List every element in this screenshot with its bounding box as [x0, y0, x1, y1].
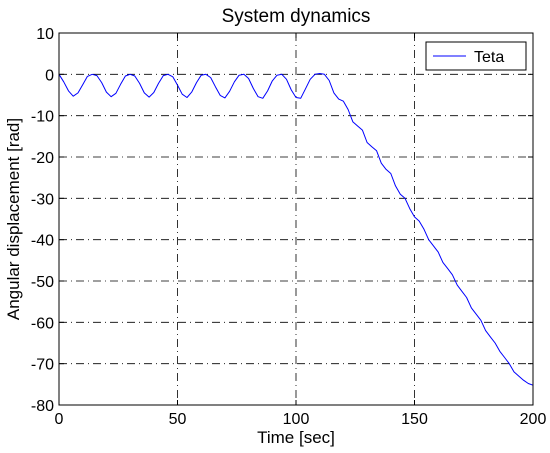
- x-tick-labels: 0 50 100 150 200: [55, 411, 547, 428]
- y-tick-label: -20: [31, 150, 54, 167]
- x-tick-label: 150: [401, 411, 428, 428]
- y-tick-label: -80: [31, 398, 54, 415]
- x-tick-label: 0: [55, 411, 64, 428]
- data-series: [58, 73, 534, 386]
- grid-lines: [59, 33, 533, 405]
- y-tick-label: 0: [45, 67, 54, 84]
- x-tick-label: 50: [169, 411, 187, 428]
- y-axis-title: Angular displacement [rad]: [4, 118, 23, 320]
- axis-ticks: [58, 32, 534, 406]
- y-tick-label: -10: [31, 109, 54, 126]
- y-tick-label: -50: [31, 274, 54, 291]
- chart-title: System dynamics: [222, 6, 371, 27]
- x-axis-title: Time [sec]: [257, 428, 335, 447]
- series-line-teta: [58, 73, 534, 386]
- x-tick-label: 200: [520, 411, 547, 428]
- y-tick-label: -30: [31, 191, 54, 208]
- x-tick-label: 100: [283, 411, 310, 428]
- legend: Teta: [425, 41, 527, 71]
- legend-label: Teta: [474, 49, 504, 66]
- y-tick-label: -70: [31, 357, 54, 374]
- y-tick-label: -60: [31, 315, 54, 332]
- y-tick-labels: 10 0 -10 -20 -30 -40 -50 -60 -70 -80: [31, 26, 54, 415]
- y-tick-label: -40: [31, 233, 54, 250]
- y-tick-label: 10: [36, 26, 54, 43]
